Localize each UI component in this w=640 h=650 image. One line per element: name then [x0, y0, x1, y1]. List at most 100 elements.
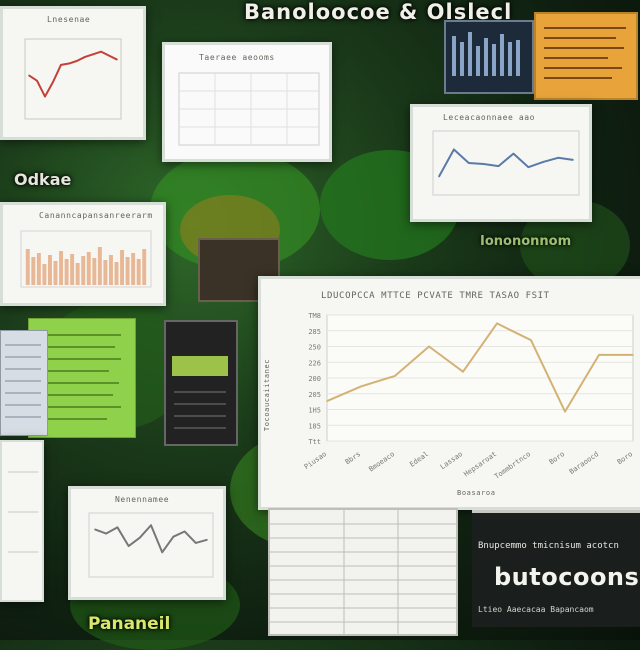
red-chart-point: [84, 56, 86, 58]
blue-chart-point: [482, 163, 485, 165]
bottom-chart-point: [116, 526, 119, 529]
blue-chart-point: [512, 152, 515, 155]
small-chart-bottom: Nenennamee: [68, 486, 226, 600]
bar-chart-bar: [136, 259, 141, 285]
bar-chart-bar: [53, 261, 58, 285]
bar-chart-bar: [25, 249, 30, 285]
red-chart-point: [36, 79, 38, 82]
main-chart-point: [462, 370, 464, 373]
bottom-chart-point: [105, 532, 107, 535]
bar-chart-bar: [36, 253, 41, 285]
bottom-left-label: Pananeil: [88, 614, 171, 634]
small-chart-blue: Leceacaonnaee aao: [410, 104, 592, 222]
bottom-chart-point: [206, 539, 208, 541]
bottom-chart-point: [161, 551, 163, 554]
blue-chart-point: [557, 157, 559, 159]
bar-chart-bar: [108, 255, 113, 285]
red-chart-point: [76, 60, 78, 62]
main-chart-x-tick: Bbrs: [344, 450, 362, 466]
main-chart-series-line: [326, 322, 633, 413]
main-chart-point: [360, 385, 362, 388]
main-chart-ylabel: Tocoaucaiitanec: [263, 358, 272, 432]
small-chart-red: Lnesenae: [0, 6, 146, 140]
main-chart-point: [632, 354, 634, 356]
blue-chart-point: [497, 165, 500, 167]
bottom-chart-point: [195, 542, 197, 544]
main-chart-y-tick: 250: [308, 344, 321, 352]
bar-chart-bar: [142, 249, 147, 285]
blue-chart-point: [542, 161, 545, 163]
blue-chart-point: [527, 166, 530, 168]
main-chart-point: [428, 345, 430, 348]
main-chart-x-tick: Boro: [548, 450, 566, 466]
bottom-right-panel: Bnupcemmo tmicnisum acotcn butocoons Lti…: [472, 510, 640, 627]
main-chart-x-tick: Bmoeaco: [367, 450, 396, 473]
bar-chart-bar: [42, 264, 47, 285]
blue-chart-point: [453, 148, 455, 151]
main-chart-point: [326, 400, 328, 402]
bar-chart-bar: [131, 253, 136, 285]
main-chart-y-tick: TM8: [308, 312, 321, 320]
main-chart-y-tick: 285: [308, 328, 321, 336]
bar-chart-bar: [86, 252, 91, 285]
red-chart-point: [28, 74, 30, 77]
bottom-chart-point: [94, 528, 96, 531]
bar-chart-bar: [103, 260, 108, 285]
main-chart-y-tick: 185: [308, 422, 321, 430]
main-chart-y-tick: 205: [308, 391, 321, 399]
grey-list: [0, 330, 48, 436]
bar-chart-bar: [75, 263, 80, 285]
blue-chart-point: [572, 159, 574, 161]
bar-chart-bar: [64, 259, 69, 285]
blue-chart-point: [467, 162, 470, 164]
red-chart-point: [60, 64, 62, 66]
main-chart-x-tick: Lassao: [439, 450, 464, 471]
top-right-tile: [444, 20, 534, 94]
main-chart-card: LDUCOPCCA MTTCE PCVATE TMRE TASAO FSIT T…: [258, 276, 640, 510]
red-chart-point: [44, 95, 46, 98]
bottom-chart-point: [183, 530, 186, 533]
main-chart-x-tick: Edeal: [408, 450, 430, 469]
main-chart-point: [394, 375, 396, 377]
red-chart-point: [52, 81, 54, 83]
red-chart-point: [100, 50, 102, 53]
main-chart-point: [530, 339, 532, 341]
br-bottom-text: Ltieo Aaecacaa Bapancaom: [478, 605, 594, 614]
dark-panel: [164, 320, 238, 446]
red-chart-point: [92, 53, 94, 56]
small-bar-chart: Cananncapansanreerarm: [0, 202, 166, 306]
main-chart-y-tick: 1H5: [308, 407, 321, 415]
bottom-chart-point: [127, 545, 130, 547]
main-chart-y-tick: Ttt: [308, 438, 321, 446]
red-chart-series-line: [28, 50, 118, 98]
bottom-chart-point: [172, 535, 175, 538]
orange-note: [534, 12, 638, 100]
main-chart-title: LDUCOPCCA MTTCE PCVATE TMRE TASAO FSIT: [321, 291, 550, 301]
main-chart-point: [564, 410, 566, 413]
bar-chart-bar: [59, 251, 64, 285]
bar-chart-bar: [125, 257, 130, 285]
bar-chart-bar: [114, 262, 119, 285]
side-label: Odkae: [14, 170, 72, 189]
main-chart-point: [598, 354, 600, 356]
blue-chart-point: [438, 175, 440, 178]
bar-chart-bar: [120, 250, 125, 285]
main-chart-point: [496, 322, 498, 325]
bottom-chart-series-line: [94, 524, 208, 554]
br-top-text: Bnupcemmo tmicnisum acotcn: [478, 541, 619, 551]
bottom-chart-point: [139, 536, 141, 539]
main-chart-x-tick: Boro: [616, 450, 634, 466]
main-chart-y-tick: 200: [308, 375, 321, 383]
blue-chart-series-line: [438, 148, 574, 178]
faint-chart: Taeraee aeooms: [162, 42, 332, 162]
main-chart-x-tick: Piusao: [303, 450, 328, 471]
band-text: Ionononnom: [480, 234, 572, 249]
red-chart-point: [68, 62, 70, 65]
bottom-chart-point: [150, 524, 152, 527]
br-big-text: butocoons: [494, 563, 640, 591]
bar-chart-bar: [92, 258, 97, 285]
main-chart-xlabel: Boasaroa: [457, 489, 496, 497]
bar-chart-bar: [31, 257, 36, 285]
red-chart-point: [116, 58, 118, 61]
bar-chart-bar: [70, 254, 75, 285]
